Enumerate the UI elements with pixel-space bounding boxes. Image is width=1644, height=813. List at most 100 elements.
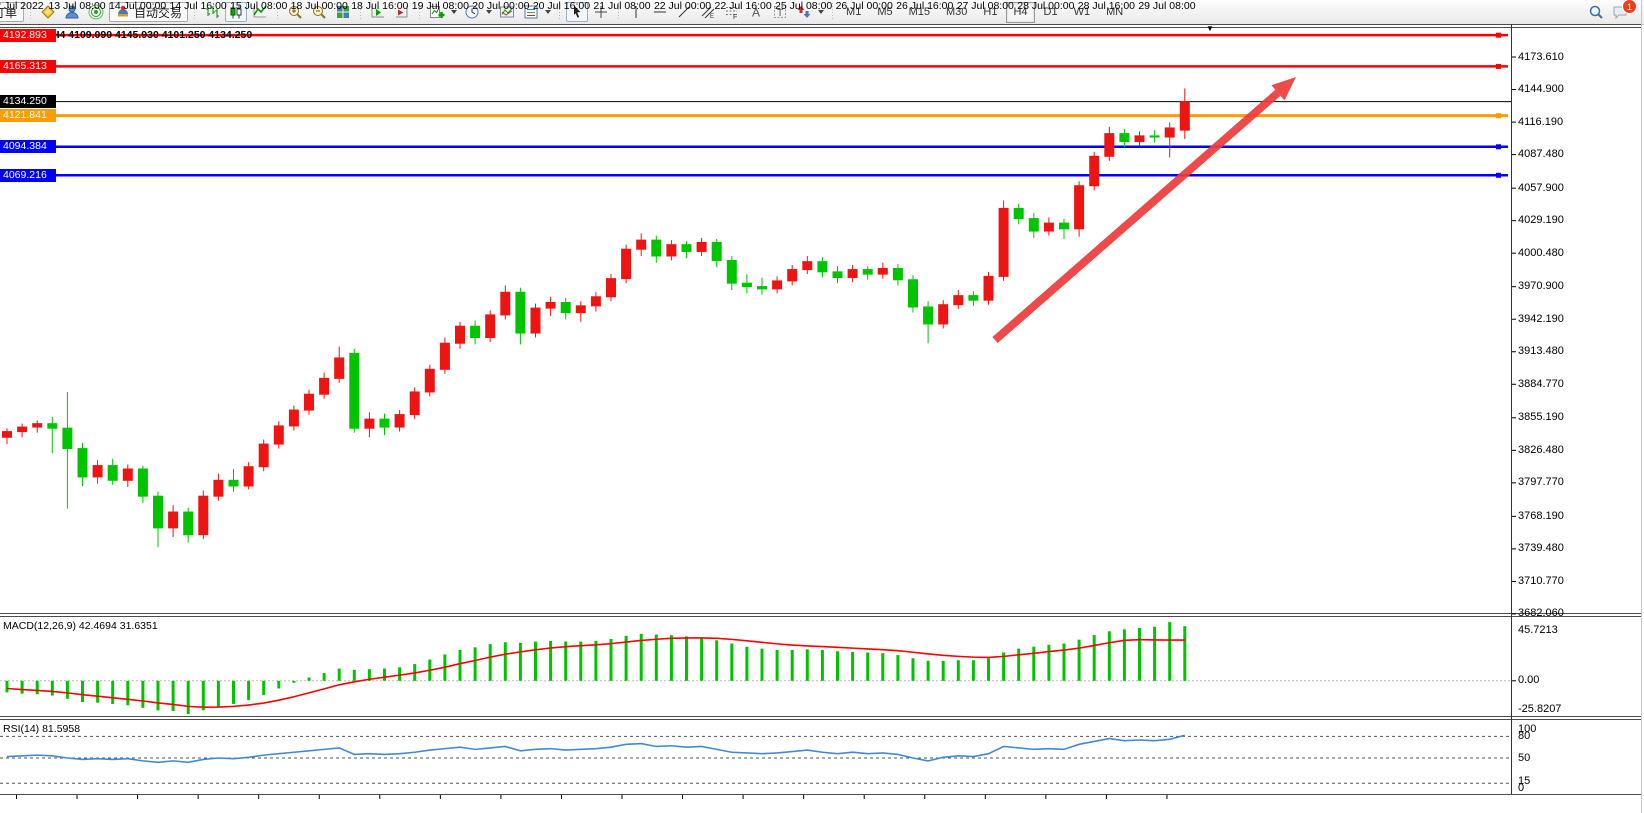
- price-tick-label: 4029.190: [1518, 214, 1564, 227]
- price-tick-label: 3797.770: [1518, 476, 1564, 489]
- macd-axis-max: 45.7213: [1518, 624, 1558, 636]
- cursor-tool-button[interactable]: [566, 2, 589, 22]
- price-tick-label: 3884.770: [1518, 377, 1564, 390]
- line-anchor-marker[interactable]: ▼: [1206, 24, 1214, 33]
- time-axis-ticks: [16, 795, 1168, 799]
- chart-top-border: [0, 24, 1641, 25]
- community-button[interactable]: [61, 2, 83, 22]
- rsi-panel-splitter[interactable]: [0, 716, 1641, 720]
- price-tag-4165.313: 4165.313: [0, 59, 56, 73]
- cursor-icon: [574, 5, 581, 18]
- timeframe-button-h4[interactable]: H4: [1006, 1, 1035, 23]
- zoom-in-icon: [289, 6, 302, 19]
- autotrade-button[interactable]: 自动交易: [109, 2, 189, 22]
- trendline-icon: [678, 6, 690, 18]
- text-tool-button[interactable]: A: [745, 2, 767, 22]
- main-toolbar: 订单 自动交易: [0, 0, 1644, 25]
- zoom-in-button[interactable]: [284, 2, 306, 22]
- separator: [417, 3, 423, 21]
- crosshair-icon: [595, 6, 608, 18]
- ohlc-expand-icon[interactable]: ▾: [3, 28, 8, 37]
- timeframe-button-m30[interactable]: M30: [946, 6, 968, 18]
- price-tick-label: 3970.900: [1518, 280, 1564, 293]
- price-tick-label: 4087.480: [1518, 148, 1564, 161]
- fibonacci-icon: F: [726, 7, 737, 20]
- timeframe-button-m1[interactable]: M1: [846, 6, 862, 18]
- arrow-shapes-icon: [797, 6, 811, 18]
- separator: [557, 3, 563, 21]
- auto-scroll-button[interactable]: [367, 2, 389, 22]
- vertical-line-icon: [635, 6, 637, 18]
- price-tag-4192.893: 4192.893: [0, 28, 56, 42]
- rsi-axis-100: 100: [1518, 723, 1537, 735]
- price-tag-4094.384: 4094.384: [0, 140, 56, 154]
- chart-ohlc-title: SP500-,H4 4109.090 4145.930 4101.250 413…: [14, 29, 253, 41]
- timeframe-button-h1[interactable]: H1: [983, 6, 998, 18]
- timeframe-button-m5[interactable]: M5: [877, 6, 893, 18]
- channel-tool-button[interactable]: E: [697, 2, 719, 22]
- new-order-button[interactable]: 订单: [0, 2, 25, 22]
- price-tick-label: 3855.190: [1518, 411, 1564, 424]
- auto-scroll-icon: [371, 6, 385, 18]
- timeframe-button-m15[interactable]: M15: [908, 6, 930, 18]
- shapes-tool-button[interactable]: [793, 2, 815, 22]
- periods-button[interactable]: [461, 2, 483, 22]
- timeframe-button-w1[interactable]: W1: [1073, 6, 1091, 18]
- svg-text:E: E: [710, 14, 714, 20]
- crosshair-tool-button[interactable]: [590, 2, 612, 22]
- vertical-line-tool-button[interactable]: [625, 2, 647, 22]
- price-axis-border: [1511, 24, 1512, 794]
- periods-dropdown-caret[interactable]: [486, 10, 493, 14]
- label-t-icon: T: [774, 6, 787, 19]
- svg-text:A: A: [752, 6, 760, 20]
- timeframe-button-d1[interactable]: D1: [1043, 6, 1058, 18]
- rsi-axis-80: 80: [1518, 729, 1531, 742]
- trend-arrow-annotation[interactable]: [992, 77, 1296, 344]
- indicator-list-icon: [524, 5, 538, 19]
- candlestick-icon: [230, 5, 242, 19]
- chart-shift-button[interactable]: [391, 2, 413, 22]
- trendline-tool-button[interactable]: [673, 2, 695, 22]
- separator: [28, 3, 34, 21]
- notifications-button[interactable]: 1: [1609, 0, 1637, 22]
- templates-button[interactable]: [496, 2, 518, 22]
- tile-windows-button[interactable]: [332, 2, 354, 22]
- separator: [358, 3, 364, 21]
- price-tick-label: 3942.190: [1518, 312, 1564, 325]
- shapes-dropdown-caret[interactable]: [818, 10, 825, 14]
- signal-waves-icon: [88, 4, 104, 20]
- price-tick-label: 3826.480: [1518, 443, 1564, 456]
- line-chart-mode-button[interactable]: [249, 2, 271, 22]
- horizontal-line-tool-button[interactable]: [649, 2, 671, 22]
- bar-chart-mode-button[interactable]: [201, 2, 223, 22]
- separator: [616, 3, 622, 21]
- macd-panel-splitter[interactable]: [0, 613, 1641, 617]
- autotrade-icon: [118, 5, 129, 17]
- search-button[interactable]: [1585, 2, 1607, 22]
- svg-text:T: T: [777, 8, 783, 19]
- candlestick-mode-button[interactable]: [225, 2, 248, 22]
- market-depth-button[interactable]: [37, 2, 59, 22]
- price-axis-ticks: [1512, 56, 1516, 615]
- new-chart-button[interactable]: [426, 2, 448, 22]
- separator: [275, 3, 281, 21]
- time-axis-border: [0, 794, 1641, 795]
- text-label-tool-button[interactable]: T: [769, 2, 791, 22]
- zoom-out-button[interactable]: [308, 2, 330, 22]
- candles: [2, 88, 1190, 548]
- separator: [830, 3, 836, 21]
- timeframe-button-mn[interactable]: MN: [1106, 6, 1124, 18]
- rsi-panel: [0, 734, 1511, 784]
- ohlc-bars-icon: [206, 6, 220, 18]
- indicators-dropdown-caret[interactable]: [545, 10, 552, 14]
- toolbar-right-group: 1: [1584, 0, 1637, 22]
- chart-top-border-2: [0, 27, 1641, 28]
- signals-button[interactable]: [85, 2, 107, 22]
- indicators-button[interactable]: [520, 2, 542, 22]
- fibonacci-tool-button[interactable]: F: [721, 2, 743, 22]
- new-chart-dropdown-caret[interactable]: [451, 10, 458, 14]
- price-tick-label: 3710.770: [1518, 574, 1564, 587]
- notification-badge: 1: [1622, 0, 1637, 14]
- rsi-axis-15: 15: [1518, 775, 1531, 788]
